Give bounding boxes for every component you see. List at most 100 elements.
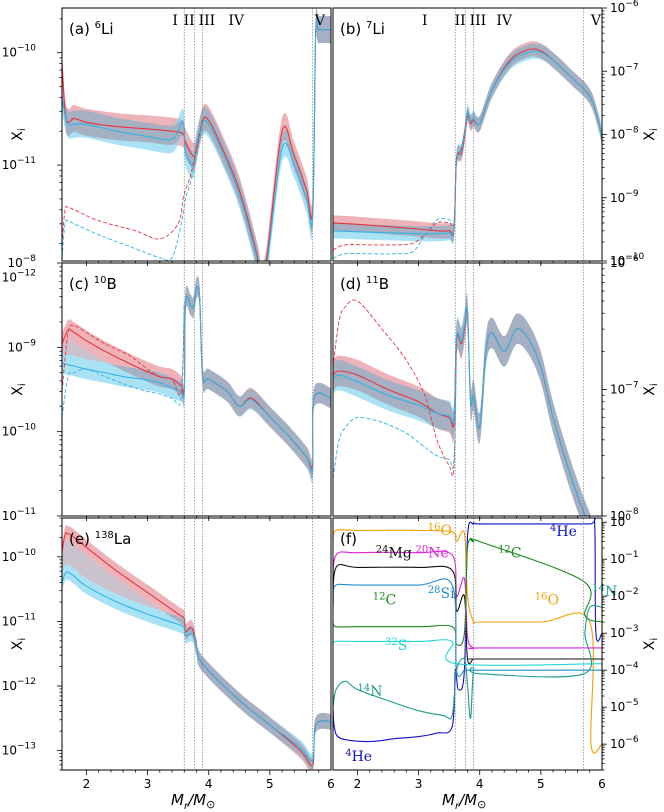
panel-b-ytick-label-4-base: 10 (610, 1, 625, 15)
panel-b-line-red-dashed (333, 115, 468, 251)
panel-c-ytick-label-2-base: 10 (7, 340, 22, 354)
panel-b-title-letter: (b) (340, 20, 366, 38)
panel-a-zone-label-2: II (184, 13, 195, 29)
panel-f-label-16O-right-mass: 16 (535, 591, 548, 602)
panel-c-title-mass: 10 (94, 275, 107, 286)
panel-e-ytick-label-1-base: 10 (2, 679, 17, 693)
panel-f-label-12C-left: 12C (373, 591, 396, 608)
panel-a-zone-label-1: I (172, 13, 178, 29)
panel-d-band-overlap (333, 294, 592, 516)
panel-f-xtick-label-0: 2 (354, 777, 362, 791)
panel-f-ytick-label-3-exp: −3 (625, 624, 638, 634)
panel-b-zone-label-5: V (590, 13, 602, 29)
panel-b-ytick-label-0-base: 10 (610, 254, 625, 268)
panel-f-ytick-label-4-base: 10 (610, 589, 625, 603)
panel-c-y-axis-label: Xi (10, 383, 28, 395)
panel-e-ytick-label-2-exp: −11 (17, 612, 36, 622)
panel-c-band-cyan (62, 276, 331, 484)
panel-f-label-14N-left-mass: 14 (357, 683, 370, 694)
panel-f-ytick-label-4-exp: −2 (625, 587, 638, 597)
panel-e-y-axis-label: Xi (10, 638, 28, 650)
panel-e-ytick-label-0-base: 10 (2, 744, 17, 758)
panel-f-ytick-label-2-exp: −4 (625, 661, 639, 671)
panel-c-ytick-label-0-exp: −11 (17, 507, 36, 517)
panel-e-xtick-label-2: 4 (205, 777, 213, 791)
panel-a-line-cyan-dashed (62, 122, 204, 261)
panel-e-ytick-label-3-exp: −10 (17, 548, 36, 558)
panel-c-title-letter: (c) (69, 275, 94, 293)
panel-a-ytick-label-2-base: 10 (2, 46, 17, 60)
panel-f-label-12C-right: 12C (498, 545, 521, 562)
panel-e-ytick-label-0: 10−13 (2, 742, 36, 758)
panel-f-ytick-label-2-base: 10 (610, 663, 625, 677)
panel-f-label-12C-right-mass: 12 (498, 545, 511, 556)
panel-b-y-axis-label-i: i (649, 128, 660, 131)
panel-f-label-28Si: 28Si (428, 585, 455, 602)
panel-b-zone-label-4: IV (496, 13, 513, 29)
panel-f-ytick-label-6-exp: 0 (625, 513, 631, 523)
panel-e-xtick-label-1: 3 (144, 777, 152, 791)
panel-f-ytick-label-3: 10−3 (610, 624, 639, 640)
panel-d-line-cyan (333, 306, 586, 516)
panel-e-ytick-label-1: 10−12 (2, 677, 36, 693)
panel-e-y-axis-label-i: i (17, 638, 28, 641)
panel-d-title-element: B (379, 275, 389, 293)
panel-f-ytick-label-3-base: 10 (610, 626, 625, 640)
panel-f-label-16O-left: 16O (428, 522, 452, 539)
panel-d-y-axis-label: Xi (642, 383, 660, 395)
panel-c-ytick-label-1-base: 10 (2, 425, 17, 439)
panel-f-label-28Si-mass: 28 (428, 585, 441, 596)
panel-e-ytick-label-0-exp: −13 (17, 742, 36, 752)
panel-d-ytick-label-0: 10−8 (610, 507, 639, 523)
panel-f-ytick-label-5-exp: −1 (625, 550, 638, 560)
panel-b-ytick-label-0-exp: −10 (625, 252, 644, 262)
panel-f-ytick-label-6-base: 10 (610, 515, 625, 529)
panel-b-ytick-label-3: 10−7 (610, 62, 639, 78)
panel-c-y-axis-label-x: X (10, 386, 26, 396)
panel-c-ytick-label-0: 10−11 (2, 507, 36, 523)
panel-f-label-32S: 32S (385, 637, 407, 654)
panel-f-label-16O-right: 16O (535, 591, 559, 608)
panel-c-ytick-label-0-base: 10 (2, 509, 17, 523)
panel-f-ytick-label-6: 100 (610, 513, 631, 529)
panel-a-line-red (62, 18, 331, 261)
panel-b-plot-area (333, 41, 602, 259)
panel-b-title: (b) 7Li (340, 20, 385, 38)
panel-b-ytick-label-3-base: 10 (610, 64, 625, 78)
panel-e-xtick-label-4: 6 (327, 777, 335, 791)
panel-c-line-cyan-dashed (62, 304, 185, 417)
panel-f-xtick-label-2: 4 (476, 777, 484, 791)
panel-b-zone-label-1: I (422, 13, 428, 29)
panel-b-title-mass: 7 (366, 20, 372, 31)
panel-f-title-letter: (f) (340, 530, 357, 548)
x-axis-label-right: Mr/M⊙ (442, 791, 486, 812)
panel-b-ytick-label-4-exp: −6 (625, 0, 639, 9)
panel-f-xtick-label-1: 3 (415, 777, 423, 791)
panel-f: 4He4He16O16O20Ne24Mg12C12C28Si32S14N14N1… (332, 513, 660, 791)
panel-f-ytick-label-5: 10−1 (610, 550, 639, 566)
panel-b-ytick-label-0: 10−10 (610, 252, 645, 268)
panel-c-ytick-label-3-exp: −8 (23, 254, 37, 264)
panel-f-label-14N-left-elem: N (370, 684, 382, 700)
panel-f-line--Ne (333, 550, 602, 650)
panel-f-y-axis-label-x: X (642, 640, 658, 650)
panel-a-y-axis-label-i: i (17, 128, 28, 131)
panel-b-ytick-label-1: 10−9 (610, 189, 639, 205)
panel-d-ytick-label-0-base: 10 (610, 509, 625, 523)
panel-c-ytick-label-2-exp: −9 (23, 338, 37, 348)
panel-a-ytick-label-0: 10−12 (2, 268, 36, 284)
panel-f-plot-area (333, 518, 602, 754)
panel-f-line--N (333, 604, 602, 720)
panel-f-label-16O-left-mass: 16 (428, 522, 441, 533)
panel-e-line-red (62, 532, 331, 767)
panel-f-label-12C-left-elem: C (385, 592, 396, 608)
panel-e-ytick-label-3-base: 10 (2, 550, 17, 564)
panel-c-ytick-label-3: 10−8 (7, 254, 36, 270)
panel-c-ytick-label-3-base: 10 (7, 256, 22, 270)
panel-f-label-14N-right-mass: 14 (592, 583, 605, 594)
panel-f-label-16O-left-elem: O (440, 523, 451, 539)
panel-b-ytick-label-2-exp: −8 (625, 126, 639, 136)
panel-d: 10−810−710−6Xi(d) 11B (332, 254, 660, 523)
